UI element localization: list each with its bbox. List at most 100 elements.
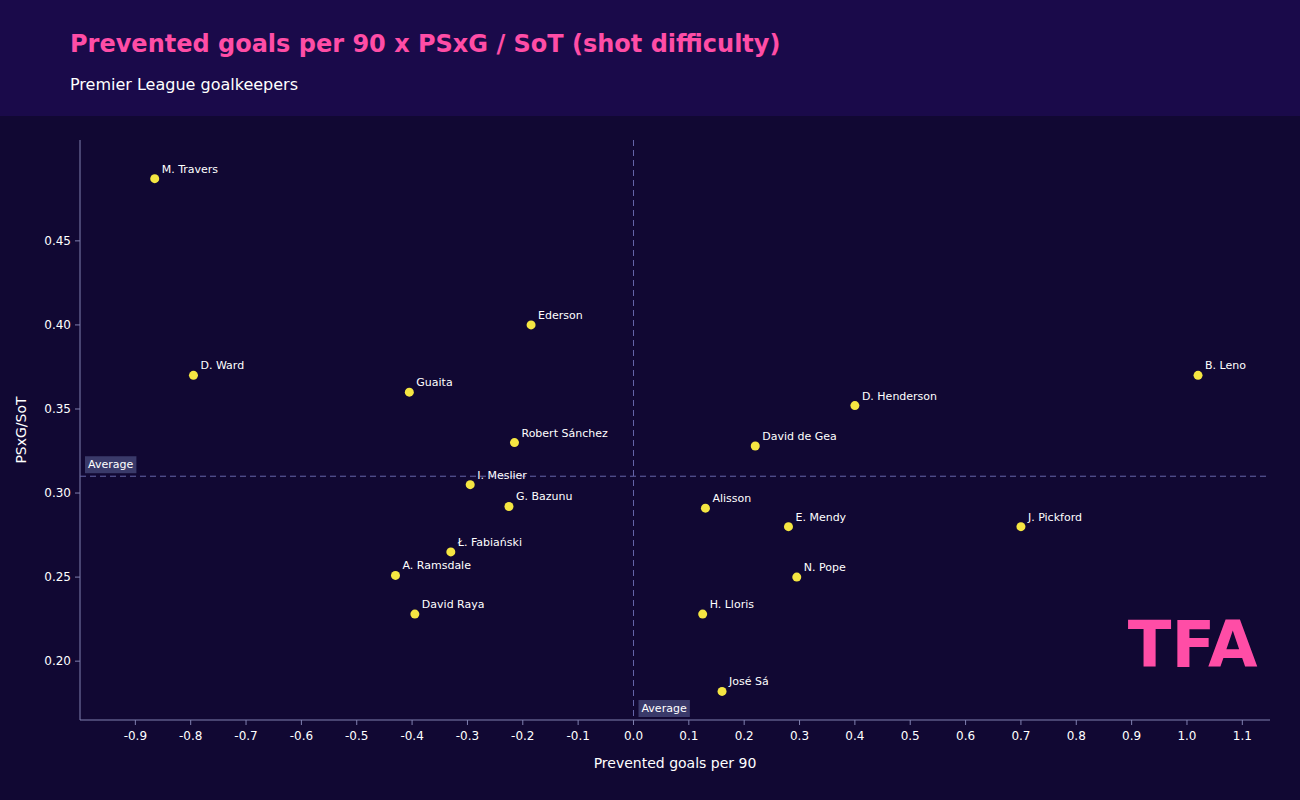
- average-label: Average: [88, 458, 133, 471]
- point-label: I. Meslier: [477, 469, 527, 482]
- x-tick-label: 1.1: [1233, 729, 1252, 743]
- y-tick-label: 0.40: [44, 318, 71, 332]
- point: [1194, 371, 1203, 380]
- point-label: Ederson: [538, 309, 583, 322]
- x-axis-label: Prevented goals per 90: [594, 755, 757, 771]
- labels: Average Average M. Travers D. Ward Guaita Ede…: [85, 163, 1258, 717]
- point-label: M. Travers: [162, 163, 219, 176]
- x-tick: [467, 720, 468, 725]
- x-tick: [412, 720, 413, 725]
- x-tick-label: 1.0: [1177, 729, 1196, 743]
- x-tick: [1242, 720, 1243, 725]
- x-tick-label: 0.6: [956, 729, 975, 743]
- y-tick-label: 0.35: [44, 402, 71, 416]
- point: [405, 388, 414, 397]
- y-tick: [75, 240, 80, 241]
- point: [1016, 522, 1025, 531]
- subtitle: Premier League goalkeepers: [70, 75, 298, 94]
- y-axis-line: [80, 140, 81, 720]
- point-label: B. Leno: [1205, 359, 1246, 372]
- y-tick-label: 0.45: [44, 234, 71, 248]
- x-tick: [854, 720, 855, 725]
- x-tick-label: 0.0: [624, 729, 643, 743]
- y-axis-label: PSxG/SoT: [13, 396, 29, 464]
- point-label: Guaita: [416, 376, 452, 389]
- average-label-bg: [638, 700, 689, 717]
- watermark: TFA: [1128, 608, 1258, 682]
- point-label: A. Ramsdale: [402, 559, 471, 572]
- x-tick: [135, 720, 136, 725]
- average-line: [633, 140, 634, 720]
- y-tick: [75, 324, 80, 325]
- x-tick: [578, 720, 579, 725]
- y-tick-label: 0.20: [44, 654, 71, 668]
- y-tick: [75, 661, 80, 662]
- x-tick: [190, 720, 191, 725]
- point-label: David de Gea: [762, 430, 837, 443]
- y-tick: [75, 577, 80, 578]
- point-label: José Sá: [728, 675, 769, 688]
- x-tick-label: 0.8: [1067, 729, 1086, 743]
- y-tick: [75, 493, 80, 494]
- x-tick: [301, 720, 302, 725]
- x-tick-label: 0.4: [845, 729, 864, 743]
- x-tick: [356, 720, 357, 725]
- x-tick-label: -0.5: [345, 729, 368, 743]
- average-line: [80, 476, 1270, 477]
- x-tick: [522, 720, 523, 725]
- point-label: G. Bazunu: [516, 490, 573, 503]
- x-tick: [744, 720, 745, 725]
- point: [410, 610, 419, 619]
- x-tick: [1131, 720, 1132, 725]
- x-tick-label: 0.3: [790, 729, 809, 743]
- x-tick-label: 0.9: [1122, 729, 1141, 743]
- x-tick: [910, 720, 911, 725]
- average-label-bg: [85, 456, 136, 473]
- title: Prevented goals per 90 x PSxG / SoT (sho…: [70, 30, 780, 58]
- header: [0, 0, 1300, 116]
- point: [446, 547, 455, 556]
- point: [527, 320, 536, 329]
- point: [510, 438, 519, 447]
- point-label: Ł. Fabiański: [457, 536, 522, 549]
- x-tick-label: 0.5: [901, 729, 920, 743]
- point: [718, 687, 727, 696]
- x-tick: [246, 720, 247, 725]
- point-label: H. Lloris: [710, 598, 755, 611]
- point: [784, 522, 793, 531]
- y-tick-label: 0.25: [44, 570, 71, 584]
- y-tick-label: 0.30: [44, 486, 71, 500]
- x-tick: [633, 720, 634, 725]
- point-label: Alisson: [712, 492, 751, 505]
- y-tick: [75, 408, 80, 409]
- x-tick-label: -0.4: [400, 729, 423, 743]
- point: [751, 441, 760, 450]
- point-label: J. Pickford: [1027, 511, 1082, 524]
- point: [701, 504, 710, 513]
- x-tick: [965, 720, 966, 725]
- x-tick-label: 0.7: [1011, 729, 1030, 743]
- point: [698, 610, 707, 619]
- point: [466, 480, 475, 489]
- point-label: D. Ward: [200, 359, 244, 372]
- x-tick: [1020, 720, 1021, 725]
- point: [850, 401, 859, 410]
- point: [504, 502, 513, 511]
- x-tick: [1186, 720, 1187, 725]
- point: [189, 371, 198, 380]
- x-axis-line: [80, 720, 1270, 721]
- x-tick-label: -0.2: [511, 729, 534, 743]
- average-label: Average: [641, 702, 686, 715]
- point: [150, 174, 159, 183]
- point-label: Robert Sánchez: [521, 427, 607, 440]
- point: [792, 573, 801, 582]
- point-label: N. Pope: [804, 561, 846, 574]
- point-label: E. Mendy: [795, 511, 846, 524]
- x-tick-label: -0.1: [566, 729, 589, 743]
- x-tick-label: -0.3: [456, 729, 479, 743]
- x-tick-label: 0.2: [735, 729, 754, 743]
- x-tick-label: -0.7: [234, 729, 257, 743]
- x-tick-label: 0.1: [679, 729, 698, 743]
- plot-area: [80, 140, 1270, 720]
- background: [0, 0, 1300, 800]
